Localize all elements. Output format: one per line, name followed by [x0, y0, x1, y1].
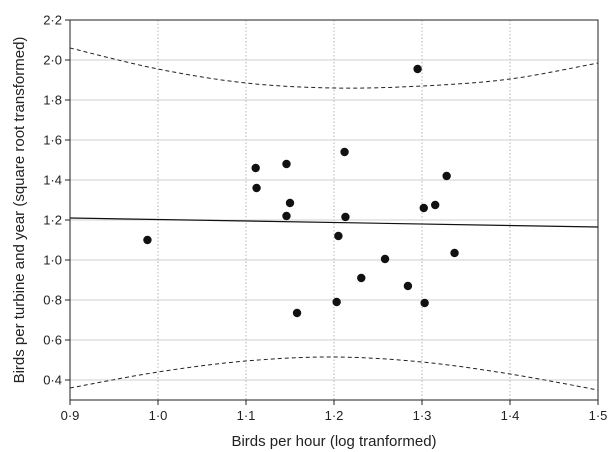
y-tick-label: 1·8	[43, 93, 62, 108]
data-points	[143, 64, 459, 318]
x-tick-label: 1·3	[413, 408, 432, 423]
data-point	[403, 281, 413, 291]
data-point	[143, 235, 152, 245]
data-point	[419, 203, 428, 213]
y-tick-label: 2·2	[43, 13, 62, 28]
y-tick-label: 0·8	[43, 293, 62, 308]
y-tick-label: 0·6	[43, 333, 62, 348]
data-point	[380, 254, 390, 264]
x-tick-label: 1·5	[589, 408, 608, 423]
data-point	[341, 212, 350, 222]
x-tick-label: 1·4	[501, 408, 520, 423]
confidence-bands	[69, 47, 599, 391]
upper-confidence-band	[69, 47, 599, 89]
x-tick-label: 1·0	[149, 408, 168, 423]
data-point	[450, 248, 459, 258]
lower-confidence-band	[69, 356, 599, 391]
data-point	[252, 183, 261, 193]
regression-line-group	[69, 217, 599, 228]
data-point	[340, 147, 349, 157]
x-axis-label: Birds per hour (log tranformed)	[231, 433, 436, 450]
grid-lines	[70, 20, 598, 400]
regression-line	[69, 217, 599, 228]
data-point	[442, 171, 451, 181]
x-tick-label: 0·9	[61, 408, 80, 423]
y-axis-label: Birds per turbine and year (square root …	[11, 37, 28, 384]
data-point	[357, 273, 366, 283]
data-point	[282, 159, 291, 169]
y-tick-label: 1·0	[43, 253, 62, 268]
y-tick-label: 1·4	[43, 173, 62, 188]
x-tick-label: 1·1	[237, 408, 256, 423]
y-tick-label: 1·6	[43, 133, 62, 148]
data-point	[413, 64, 422, 74]
data-point	[285, 198, 295, 208]
y-tick-label: 2·0	[43, 53, 62, 68]
data-point	[251, 163, 260, 173]
data-point	[431, 200, 440, 210]
data-point	[334, 231, 343, 241]
data-point	[420, 298, 429, 308]
data-point	[332, 297, 341, 307]
y-tick-label: 1·2	[43, 213, 62, 228]
data-point	[292, 308, 302, 318]
y-tick-label: 0·4	[43, 373, 62, 388]
x-tick-label: 1·2	[325, 408, 344, 423]
tick-labels: 0·9 1·0 1·1 1·2 1·3 1·4 1·5 0·4 0·6 0·8 1·0 1·2 1·4 1…	[43, 13, 607, 424]
data-point	[282, 211, 291, 221]
